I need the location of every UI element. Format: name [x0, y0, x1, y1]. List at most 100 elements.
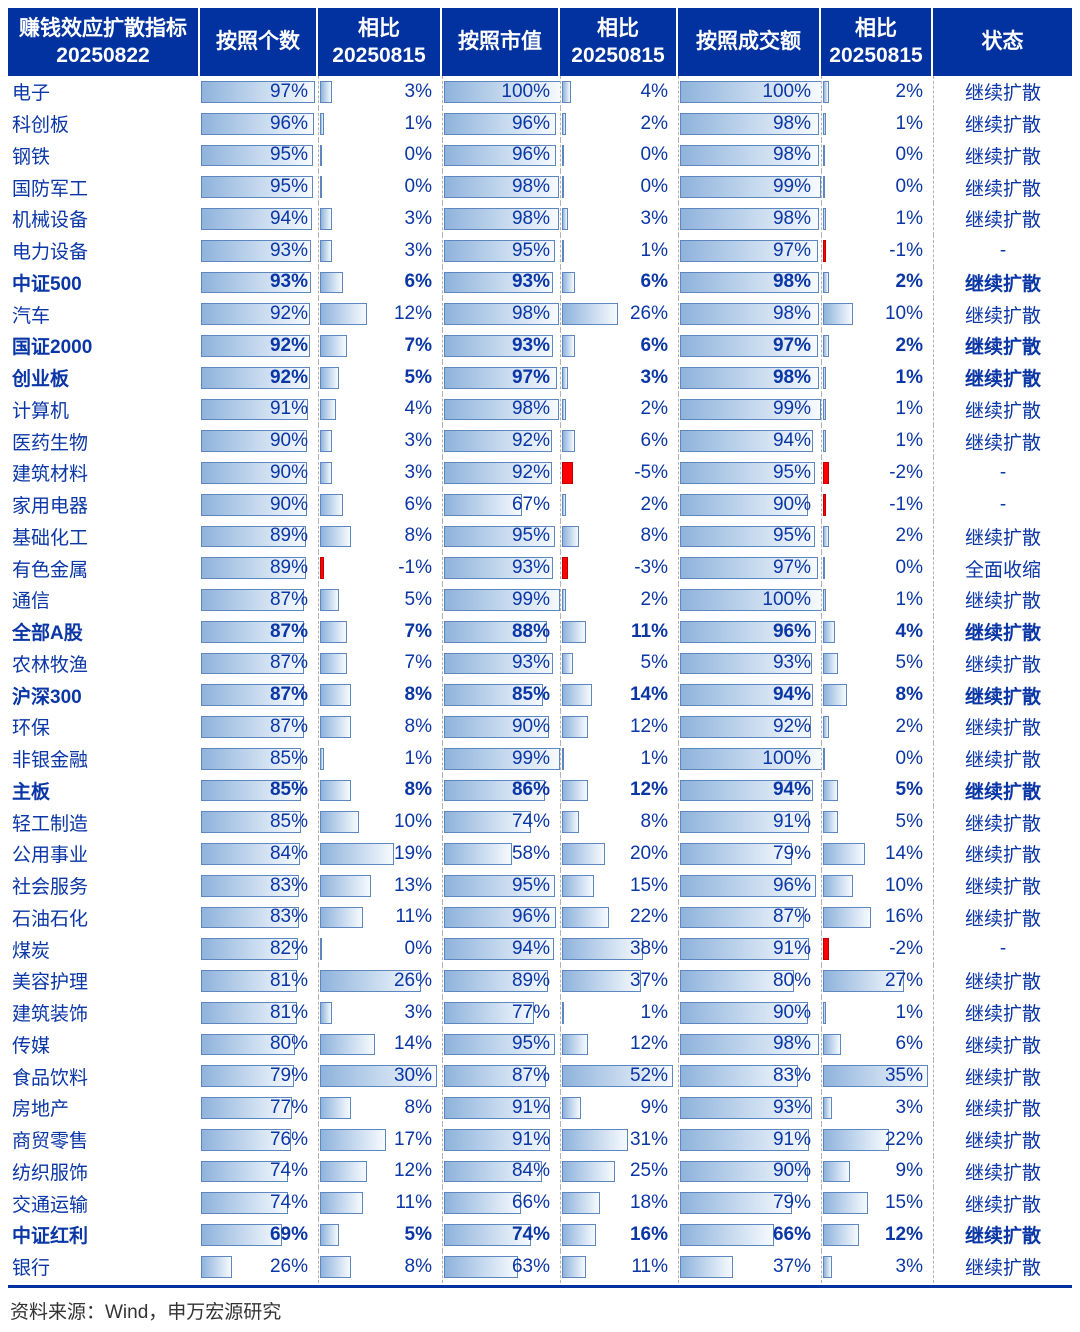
table-body: 电子 97% 3% 100% 4% 100% 2% 继续扩散 科创板 96% 1% 96% 2% 98% 1…	[8, 76, 1072, 1283]
cell-value: -3%	[634, 557, 668, 579]
data-bar	[680, 1128, 810, 1151]
cell-value: 14%	[629, 684, 668, 706]
data-bar	[320, 430, 332, 452]
count-cell: 92%	[200, 298, 318, 330]
mcap-cell: 98%	[442, 171, 560, 203]
row-label: 食品饮料	[12, 1067, 89, 1089]
data-bar	[201, 462, 308, 484]
cell-value: 25%	[629, 1160, 668, 1182]
turnover-change-cell: 1%	[821, 361, 933, 394]
cell-value: 9%	[640, 1096, 668, 1118]
data-bar	[680, 652, 813, 675]
mcap-change-cell: 25%	[560, 1155, 678, 1188]
cell-value: 7%	[404, 620, 432, 642]
table-row: 非银金融 85% 1% 99% 1% 100% 0% 继续扩散	[8, 742, 1072, 775]
mcap-cell: 74%	[442, 806, 560, 838]
mcap-cell: 87%	[442, 1060, 560, 1092]
data-bar	[823, 430, 826, 452]
header-mcap-change: 相比 20250815	[560, 8, 678, 76]
cell-value: 80%	[772, 969, 811, 991]
table-row: 基础化工 89% 8% 95% 8% 95% 2% 继续扩散	[8, 520, 1072, 553]
turnover-cell: 93%	[678, 647, 821, 680]
mcap-cell: 88%	[442, 615, 560, 648]
data-bar	[444, 684, 544, 706]
data-bar	[444, 716, 550, 738]
status-cell: -	[933, 933, 1072, 965]
row-label: 公用事业	[12, 845, 89, 867]
cell-value: 96%	[772, 620, 811, 642]
count-change-cell: 3%	[318, 76, 442, 108]
header-indicator-title: 赚钱效应扩散指标	[19, 16, 187, 40]
header-turnover-change-label: 相比	[855, 16, 897, 40]
mcap-change-cell: 8%	[560, 806, 678, 838]
cell-value: 100%	[501, 80, 550, 102]
cell-value: 79%	[772, 842, 811, 864]
data-bar	[823, 366, 826, 389]
count-change-cell: 30%	[318, 1060, 442, 1092]
cell-value: -1%	[398, 557, 432, 579]
turnover-cell: 100%	[678, 742, 821, 775]
cell-value: -2%	[889, 461, 923, 483]
cell-value: 93%	[511, 652, 550, 674]
turnover-cell: 90%	[678, 488, 821, 521]
count-cell: 90%	[200, 425, 318, 457]
table-row: 公用事业 84% 19% 58% 20% 79% 14% 继续扩散	[8, 838, 1072, 870]
cell-value: 0%	[640, 176, 668, 198]
data-bar	[201, 589, 304, 611]
data-bar	[201, 271, 311, 294]
data-bar	[562, 525, 580, 548]
cell-value: 8%	[640, 525, 668, 547]
mcap-cell: 95%	[442, 1028, 560, 1061]
mcap-cell: 96%	[442, 107, 560, 140]
cell-value: 2%	[895, 271, 923, 293]
status-cell: 继续扩散	[933, 298, 1072, 330]
cell-value: 7%	[404, 652, 432, 674]
turnover-cell: 90%	[678, 1155, 821, 1188]
data-bar	[562, 843, 605, 865]
data-bar	[562, 906, 610, 929]
cell-value: 5%	[895, 652, 923, 674]
mcap-change-cell: 26%	[560, 298, 678, 330]
data-bar	[562, 1192, 601, 1214]
status-cell: 继续扩散	[933, 584, 1072, 616]
table-row: 沪深300 87% 8% 85% 14% 94% 8% 继续扩散	[8, 679, 1072, 711]
count-cell: 95%	[200, 140, 318, 172]
mcap-change-cell: 38%	[560, 933, 678, 965]
data-bar	[680, 843, 793, 865]
data-bar	[680, 938, 810, 960]
mcap-change-cell: 15%	[560, 869, 678, 902]
turnover-cell: 99%	[678, 171, 821, 203]
data-bar	[444, 843, 512, 865]
table-row: 汽车 92% 12% 98% 26% 98% 10% 继续扩散	[8, 298, 1072, 330]
cell-value: 66%	[772, 1223, 811, 1245]
cell-value: 30%	[393, 1065, 432, 1087]
cell-value: 5%	[404, 366, 432, 388]
mcap-cell: 66%	[442, 1187, 560, 1219]
turnover-change-cell: 15%	[821, 1187, 933, 1219]
count-cell: 84%	[200, 838, 318, 870]
cell-value: 95%	[772, 461, 811, 483]
count-change-cell: 8%	[318, 679, 442, 711]
cell-value: 88%	[511, 620, 550, 642]
negative-data-bar	[823, 239, 826, 262]
table-row: 交通运输 74% 11% 66% 18% 79% 15% 继续扩散	[8, 1187, 1072, 1219]
mcap-change-cell: 6%	[560, 330, 678, 362]
mcap-change-cell: 1%	[560, 234, 678, 267]
turnover-cell: 95%	[678, 457, 821, 489]
header-count-change-date: 20250815	[332, 44, 426, 67]
data-bar	[444, 176, 559, 198]
count-change-cell: 1%	[318, 742, 442, 775]
cell-value: 81%	[269, 1001, 308, 1023]
data-bar	[444, 366, 558, 389]
turnover-change-cell: 2%	[821, 711, 933, 743]
mcap-change-cell: 12%	[560, 774, 678, 807]
data-bar	[680, 620, 817, 643]
turnover-change-cell: 1%	[821, 393, 933, 426]
row-label: 非银金融	[12, 750, 89, 772]
data-bar	[320, 1224, 340, 1246]
count-cell: 92%	[200, 330, 318, 362]
row-label: 钢铁	[12, 146, 51, 168]
count-change-cell: 8%	[318, 1092, 442, 1124]
header-indicator: 赚钱效应扩散指标 20250822	[8, 8, 200, 76]
cell-value: 26%	[629, 303, 668, 325]
